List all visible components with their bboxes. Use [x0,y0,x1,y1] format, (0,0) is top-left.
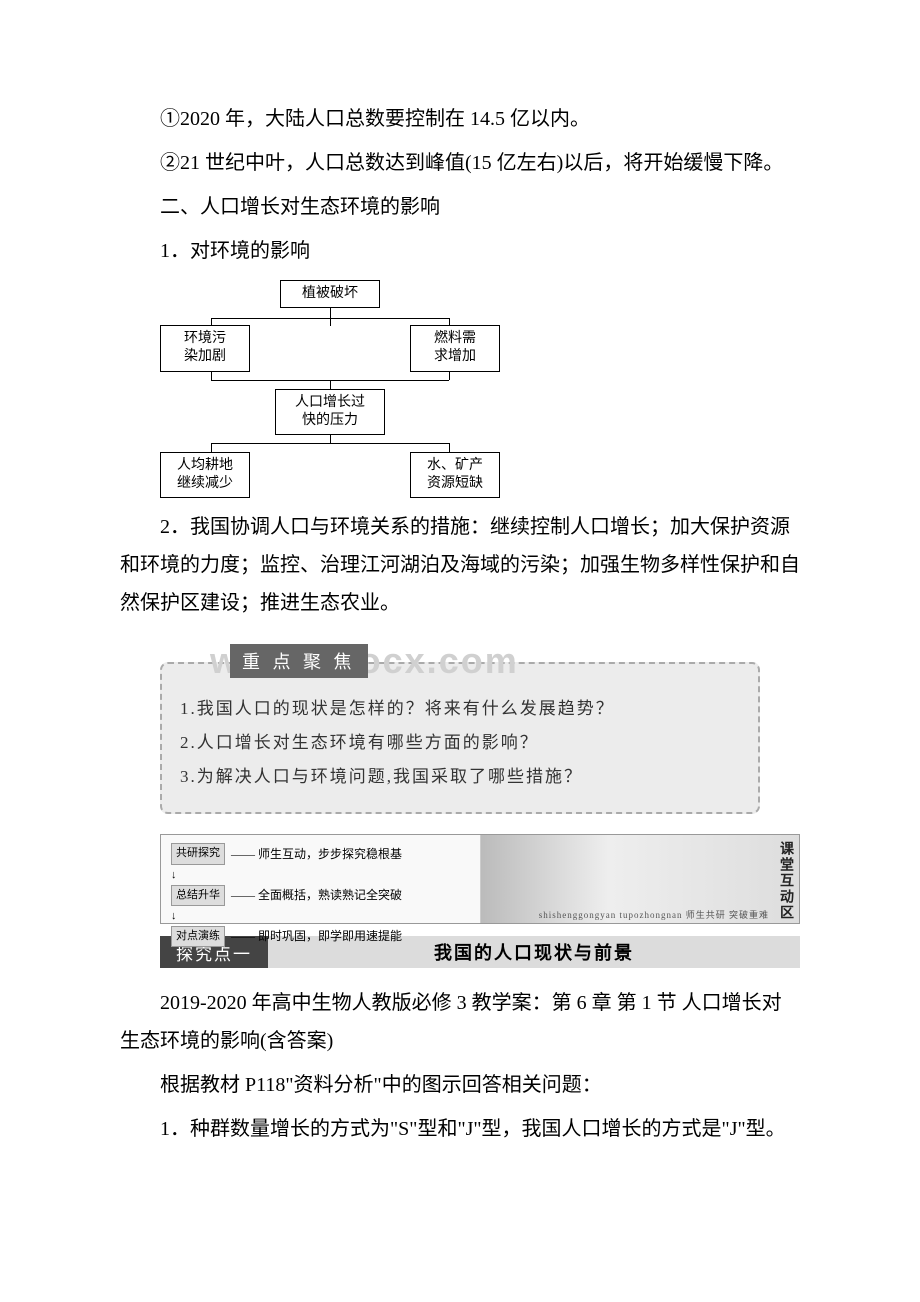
arrow-down-icon: ↓ [171,908,470,926]
diagram-node-left2: 人均耕地继续减少 [160,452,250,498]
ib-vertical-title: 课堂互动区 [775,841,795,921]
diagram-node-center: 人口增长过快的压力 [275,389,385,435]
paragraph-4: 1．对环境的影响 [120,232,800,270]
paragraph-1: ①2020 年，大陆人口总数要控制在 14.5 亿以内。 [120,100,800,138]
diagram-node-left1: 环境污染加剧 [160,325,250,371]
arrow-down-icon: ↓ [171,867,470,885]
paragraph-7: 根据教材 P118"资料分析"中的图示回答相关问题： [120,1066,800,1104]
focus-q3: 3.为解决人口与环境问题,我国采取了哪些措施？ [180,760,740,794]
diagram-node-right1: 燃料需求增加 [410,325,500,371]
ib-row1-label: 共研探究 [171,843,225,865]
ib-row3-label: 对点演练 [171,926,225,948]
focus-q2: 2.人口增长对生态环境有哪些方面的影响？ [180,726,740,760]
diagram-node-right2: 水、矿产资源短缺 [410,452,500,498]
heading-2: 二、人口增长对生态环境的影响 [120,188,800,226]
paragraph-2: ②21 世纪中叶，人口总数达到峰值(15 亿左右)以后，将开始缓慢下降。 [120,144,800,182]
focus-title: 重 点 聚 焦 [230,644,368,678]
paragraph-8: 1．种群数量增长的方式为"S"型和"J"型，我国人口增长的方式是"J"型。 [120,1110,800,1148]
focus-box: www.bdocx.com 重 点 聚 焦 1.我国人口的现状是怎样的？将来有什… [160,662,760,814]
paragraph-6: 2019-2020 年高中生物人教版必修 3 教学案：第 6 章 第 1 节 人… [120,984,800,1060]
ib-row2-label: 总结升华 [171,885,225,907]
ib-row1-text: —— 师生互动，步步探究稳根基 [231,845,402,864]
ib-row3-text: —— 即时巩固，即学即用速提能 [231,927,402,946]
interact-banner: 共研探究 —— 师生互动，步步探究稳根基 ↓ 总结升华 —— 全面概括，熟读熟记… [160,834,800,924]
focus-q1: 1.我国人口的现状是怎样的？将来有什么发展趋势？ [180,692,740,726]
paragraph-5: 2．我国协调人口与环境关系的措施：继续控制人口增长；加大保护资源和环境的力度；监… [120,508,800,622]
impact-diagram: 植被破坏 环境污染加剧 燃料需求增加 人口增长过快的压力 人均耕地继续减少 水、… [160,280,500,498]
ib-row2-text: —— 全面概括，熟读熟记全突破 [231,886,402,905]
ib-subtitle: shishenggongyan tupozhongnan 师生共研 突破重难 [539,908,769,921]
diagram-node-top: 植被破坏 [280,280,380,308]
